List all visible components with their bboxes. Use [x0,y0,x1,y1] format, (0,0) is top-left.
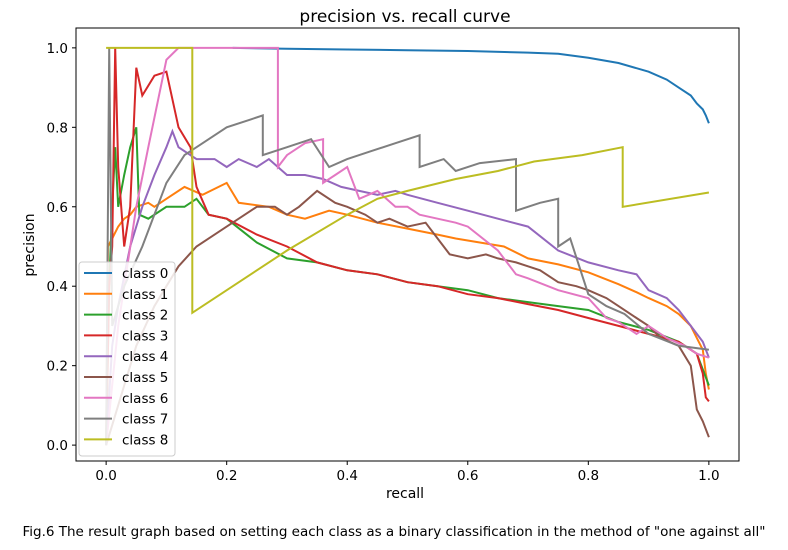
legend-label: class 0 [122,266,168,282]
x-axis-label: recall [386,486,424,502]
legend-label: class 5 [122,370,168,386]
series-line-class-8 [106,46,710,315]
series-line-class-0 [232,46,710,124]
y-tick-label: 0.6 [47,200,68,216]
y-tick-label: 1.0 [47,41,68,57]
x-tick-label: 0.4 [336,468,357,484]
legend-entry: class 6 [84,391,168,407]
series-line-class-4 [105,128,710,446]
legend-label: class 2 [122,308,168,324]
y-tick-label: 0.2 [47,359,68,375]
y-tick-label: 0.4 [47,279,68,295]
series-line-class-6 [105,46,710,446]
series-line-class-7 [105,47,710,446]
series-line-class-2 [105,127,710,446]
legend-label: class 7 [122,412,168,428]
y-tick-label: 0.8 [47,120,68,136]
legend-label: class 3 [122,328,168,344]
legend-label: class 8 [122,432,168,448]
legend-items: class 0 class 1 class 2 class 3 class 4 class… [84,266,168,448]
legend-label: class 6 [122,391,168,407]
x-axis-ticks: 0.0 0.2 0.4 0.6 0.8 1.0 [95,461,720,484]
x-tick-label: 0.2 [216,468,237,484]
y-axis-ticks: 0.0 0.2 0.4 0.6 0.8 1.0 [47,41,76,454]
chart-figure: precision vs. recall curve 0.0 0.2 0.4 0.6 0… [22,7,740,502]
chart-legend: class 0 class 1 class 2 class 3 class 4 class… [78,261,176,457]
plot-frame [75,27,740,462]
legend-entry: class 7 [84,412,168,428]
y-axis-label: precision [22,213,38,276]
legend-entry: class 5 [84,370,168,386]
series-line-class-5 [105,189,710,446]
series-layer [105,46,710,446]
legend-label: class 1 [122,287,168,303]
legend-entry: class 0 [84,266,168,282]
legend-entry: class 3 [84,328,168,344]
plot-area: 0.0 0.2 0.4 0.6 0.8 1.0 0.0 0.2 0.4 0.6 0.8 1.0 [47,27,740,484]
x-tick-label: 0.6 [457,468,478,484]
legend-entry: class 2 [84,308,168,324]
legend-label: class 4 [122,349,168,365]
x-tick-label: 0.8 [578,468,599,484]
x-tick-label: 1.0 [698,468,719,484]
chart-title: precision vs. recall curve [299,7,510,27]
legend-entry: class 1 [84,287,168,303]
legend-entry: class 4 [84,349,168,365]
legend-box [78,261,176,457]
y-tick-label: 0.0 [47,438,68,454]
figure-caption: Fig.6 The result graph based on setting … [22,524,766,540]
legend-entry: class 8 [84,432,168,448]
series-line-class-1 [105,181,710,446]
x-tick-label: 0.0 [95,468,116,484]
